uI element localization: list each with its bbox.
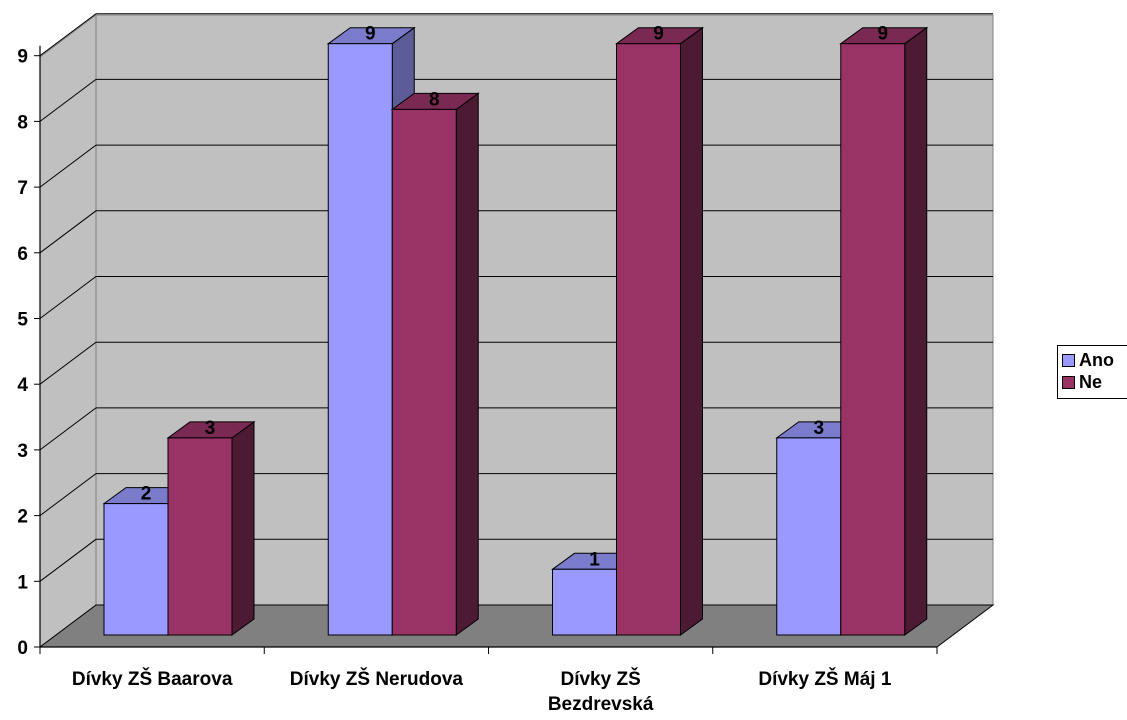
legend-item-ano: Ano <box>1062 349 1127 371</box>
data-label: 9 <box>365 24 376 45</box>
bar-front <box>391 108 457 636</box>
bar: 9 <box>614 24 705 636</box>
data-label: 8 <box>429 89 440 110</box>
y-tick-label: 5 <box>17 310 28 331</box>
bar-front <box>327 43 393 636</box>
legend-swatch-ne <box>1062 375 1075 389</box>
x-tick-label-line: Dívky ZŠ Máj 1 <box>758 668 891 690</box>
x-tick-label: Dívky ZŠ Nerudova <box>290 668 464 690</box>
y-tick-label: 8 <box>17 112 28 133</box>
x-tick-label: Dívky ZŠ Bezdrevská <box>548 668 654 715</box>
gridline <box>39 13 993 57</box>
bars: 2 9 1 3 3 8 9 9 <box>102 24 929 636</box>
x-tick-label-line: Bezdrevská <box>548 694 654 715</box>
bar-side <box>231 420 255 636</box>
x-tick-label-line: Dívky ZŠ Baarova <box>72 668 233 690</box>
x-tick-label-line: Dívky ZŠ Nerudova <box>290 668 464 690</box>
data-label: 3 <box>205 418 216 439</box>
bar-front <box>840 43 906 636</box>
y-tick-label: 2 <box>17 507 28 528</box>
bar-front <box>103 503 169 636</box>
x-tick-label: Dívky ZŠ Máj 1 <box>758 668 891 690</box>
bar-front <box>616 43 681 636</box>
data-label: 9 <box>877 24 888 45</box>
data-label: 2 <box>141 484 152 505</box>
y-tick-label: 9 <box>17 47 28 68</box>
y-tick-label: 0 <box>17 638 28 659</box>
bar: 9 <box>839 24 929 636</box>
y-tick-label: 1 <box>17 572 28 593</box>
bar-side <box>904 26 928 636</box>
x-axis: Dívky ZŠ Baarova Dívky ZŠ Nerudova Dívky Z… <box>39 646 938 715</box>
data-label: 1 <box>589 549 600 570</box>
legend-swatch-ano <box>1062 353 1075 367</box>
x-tick-label-line: Dívky ZŠ <box>560 668 640 690</box>
x-tick-label: Dívky ZŠ Baarova <box>72 668 233 690</box>
data-label: 3 <box>813 418 824 439</box>
y-tick-label: 4 <box>17 375 28 396</box>
legend: Ano Ne <box>1057 345 1127 399</box>
bar: 3 <box>166 418 256 636</box>
bar-front <box>167 437 233 636</box>
side-wall <box>39 14 97 648</box>
y-tick-label: 6 <box>17 244 28 265</box>
data-label: 9 <box>653 24 664 45</box>
y-tick-label: 7 <box>17 178 28 199</box>
bar-side <box>455 92 479 636</box>
bar-front <box>552 568 617 636</box>
chart-walls <box>38 14 995 648</box>
legend-item-ne: Ne <box>1062 371 1127 393</box>
legend-label-ano: Ano <box>1079 349 1114 370</box>
bar-front <box>776 437 842 636</box>
y-tick-label: 3 <box>17 441 28 462</box>
bar: 8 <box>390 89 480 636</box>
y-axis: 0 1 2 3 4 5 6 7 8 9 <box>17 45 41 659</box>
bar-side <box>680 26 703 636</box>
legend-label-ne: Ne <box>1079 371 1103 392</box>
